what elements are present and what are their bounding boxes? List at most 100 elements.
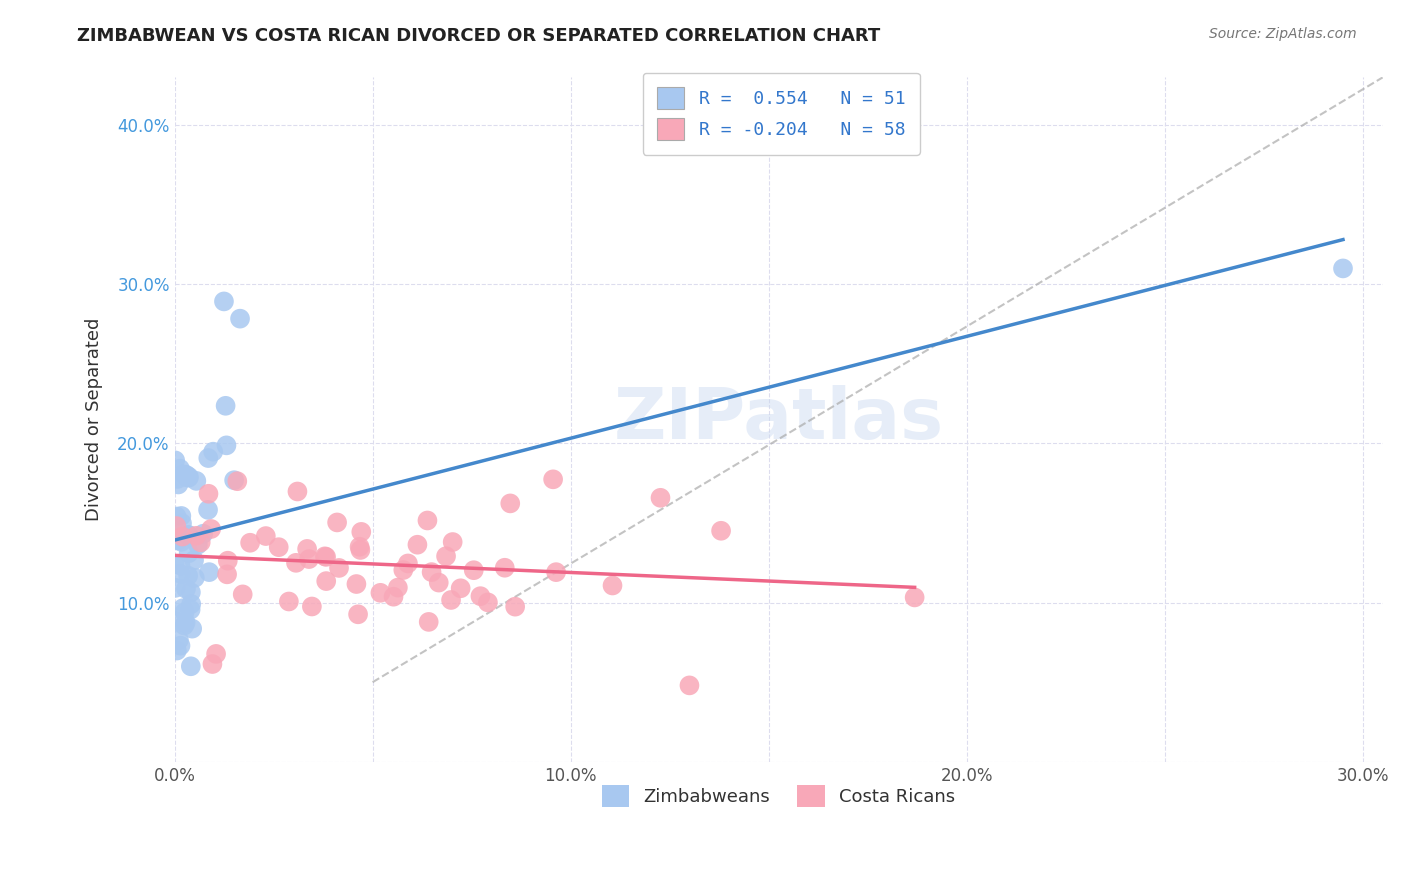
Point [212,294,235,309]
Point [396,557,419,571]
Point [315,574,337,588]
Point [169,558,191,573]
Point [904,591,927,605]
Point [177,528,200,542]
Point [177,568,200,582]
Point [434,549,457,564]
Point [470,589,492,603]
Point [1331,261,1354,276]
Point [477,595,499,609]
Point [167,533,190,548]
Point [463,563,485,577]
Point [344,577,367,591]
Point [177,471,200,485]
Point [427,575,450,590]
Point [314,549,336,564]
Point [328,561,350,575]
Point [166,509,188,524]
Point [494,560,516,574]
Point [546,565,568,579]
Point [170,516,193,531]
Point [254,529,277,543]
Point [165,519,187,533]
Point [214,399,236,413]
Point [184,571,207,585]
Point [420,565,443,579]
Point [169,461,191,475]
Point [197,487,219,501]
Text: Source: ZipAtlas.com: Source: ZipAtlas.com [1209,27,1357,41]
Point [416,513,439,527]
Point [166,643,188,657]
Point [678,678,700,692]
Point [387,581,409,595]
Point [193,526,215,541]
Point [441,535,464,549]
Point [382,590,405,604]
Point [285,556,308,570]
Y-axis label: Divorced or Separated: Divorced or Separated [86,318,103,521]
Point [173,605,195,619]
Point [170,534,193,549]
Point [166,472,188,486]
Point [217,567,239,582]
Point [177,528,200,542]
Point [167,632,190,647]
Point [201,657,224,671]
Point [392,563,415,577]
Point [177,469,200,483]
Point [173,467,195,482]
Point [267,540,290,554]
Point [163,615,186,629]
Point [169,639,191,653]
Point [197,451,219,466]
Point [169,566,191,581]
Point [186,474,208,488]
Text: ZIMBABWEAN VS COSTA RICAN DIVORCED OR SEPARATED CORRELATION CHART: ZIMBABWEAN VS COSTA RICAN DIVORCED OR SE… [77,27,880,45]
Point [450,582,472,596]
Point [202,444,225,458]
Point [197,503,219,517]
Point [180,585,202,599]
Point [215,438,238,452]
Point [418,615,440,629]
Point [350,524,373,539]
Point [226,474,249,488]
Point [181,622,204,636]
Point [277,594,299,608]
Point [180,597,202,611]
Point [165,581,187,595]
Point [217,554,239,568]
Text: ZIPatlas: ZIPatlas [613,385,943,454]
Point [200,522,222,536]
Point [165,453,187,467]
Point [406,538,429,552]
Point [224,473,246,487]
Point [190,535,212,549]
Point [710,524,733,538]
Point [167,477,190,491]
Point [172,601,194,615]
Point [176,467,198,482]
Point [370,586,392,600]
Point [650,491,672,505]
Point [440,593,463,607]
Point [174,582,197,596]
Point [229,311,252,326]
Point [180,602,202,616]
Point [177,546,200,560]
Point [602,578,624,592]
Point [499,496,522,510]
Point [205,647,228,661]
Point [301,599,323,614]
Point [163,557,186,571]
Point [186,529,208,543]
Point [541,472,564,486]
Point [298,552,321,566]
Point [174,615,197,630]
Point [170,508,193,523]
Point [503,599,526,614]
Point [287,484,309,499]
Point [176,470,198,484]
Point [232,587,254,601]
